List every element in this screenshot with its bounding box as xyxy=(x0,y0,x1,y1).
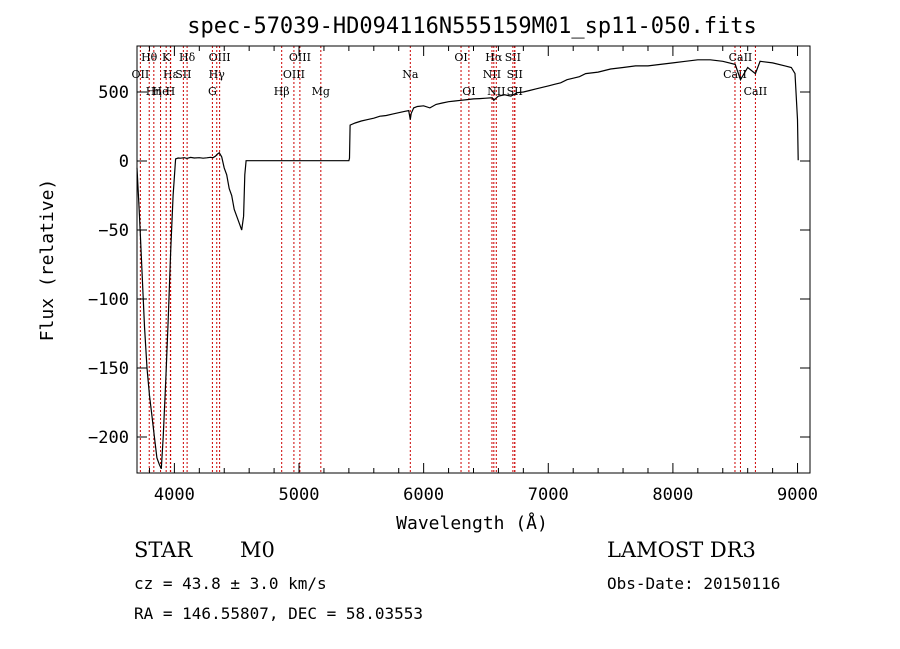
survey-name: LAMOST DR3 xyxy=(607,538,756,562)
x-tick-label: 7000 xyxy=(528,485,569,505)
line-marker-label: OII xyxy=(132,68,150,81)
line-marker-label: Na xyxy=(402,68,419,81)
spectrum-series-line xyxy=(136,59,799,470)
y-tick-label: −150 xyxy=(88,359,129,379)
x-tick-label: 4000 xyxy=(154,485,195,505)
y-axis: −200 −150 −100 −50 0 500 xyxy=(88,83,810,448)
line-marker-label: NII xyxy=(483,68,501,81)
redshift-value: cz = 43.8 ± 3.0 km/s xyxy=(134,574,327,593)
x-tick-label: 9000 xyxy=(777,485,818,505)
line-marker-label: SII xyxy=(175,68,191,81)
y-tick-label: −200 xyxy=(88,428,129,448)
x-axis-label: Wavelength (Å) xyxy=(396,512,548,534)
x-tick-label: 8000 xyxy=(652,485,693,505)
line-marker-label: OIII xyxy=(289,51,311,64)
line-marker-label: Mg xyxy=(312,85,330,98)
chart-title: spec-57039-HD094116N555159M01_sp11-050.f… xyxy=(187,14,757,39)
line-marker-label: Hθ xyxy=(141,51,158,64)
y-tick-label: 0 xyxy=(119,152,129,172)
y-tick-label: 500 xyxy=(98,83,129,103)
coordinates: RA = 146.55807, DEC = 58.03553 xyxy=(134,604,423,623)
line-marker-label: CaII xyxy=(744,85,768,98)
object-class: STAR xyxy=(134,538,193,562)
y-axis-label: Flux (relative) xyxy=(37,179,58,342)
y-tick-label: −50 xyxy=(98,221,129,241)
line-marker-label: He xyxy=(153,85,169,98)
line-marker-label: OI xyxy=(462,85,475,98)
line-marker-label: Hα xyxy=(485,51,503,64)
line-marker-label: OI xyxy=(454,51,467,64)
x-axis: 4000 5000 6000 7000 8000 9000 xyxy=(148,46,818,505)
line-marker-label: Hβ xyxy=(274,85,290,98)
object-subclass: M0 xyxy=(240,538,275,562)
line-marker-label: SII xyxy=(505,51,521,64)
line-marker-label: Hδ xyxy=(179,51,196,64)
x-tick-label: 5000 xyxy=(279,485,320,505)
line-marker-label: G xyxy=(208,85,217,98)
obs-date: Obs-Date: 20150116 xyxy=(607,574,781,593)
plot-frame xyxy=(136,45,811,474)
line-marker-label: SII xyxy=(507,85,523,98)
line-marker-label: OIII xyxy=(209,51,231,64)
line-marker-label: H xyxy=(166,85,176,98)
line-marker-label: CaII xyxy=(729,51,753,64)
line-marker-label: NII xyxy=(487,85,505,98)
line-marker-label: Hγ xyxy=(209,68,226,81)
line-marker-label: Hη xyxy=(146,85,162,98)
line-marker-label: OIII xyxy=(283,68,305,81)
y-tick-label: −100 xyxy=(88,290,129,310)
x-tick-label: 6000 xyxy=(403,485,444,505)
line-marker-label: K xyxy=(162,51,171,64)
